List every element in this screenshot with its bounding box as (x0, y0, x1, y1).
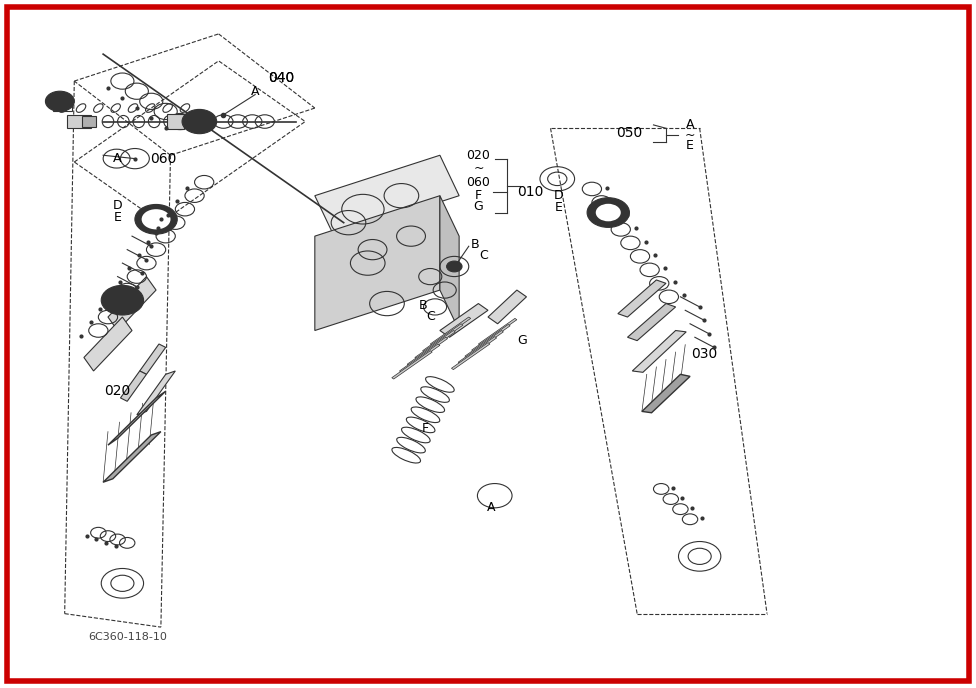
Text: G: G (473, 200, 483, 213)
Text: ~: ~ (685, 129, 695, 142)
Polygon shape (423, 324, 463, 352)
Text: 030: 030 (691, 347, 717, 361)
Text: 010: 010 (517, 185, 544, 200)
Text: G: G (517, 334, 526, 347)
Polygon shape (452, 343, 490, 369)
Text: 6C360-118-10: 6C360-118-10 (89, 632, 168, 642)
Bar (67, 116, 91, 127)
Polygon shape (137, 371, 176, 415)
Polygon shape (108, 277, 156, 330)
Text: B: B (471, 238, 480, 250)
Text: F: F (422, 422, 429, 435)
Text: E: E (113, 211, 122, 224)
Circle shape (135, 204, 178, 234)
Text: 020: 020 (104, 384, 131, 398)
Polygon shape (465, 330, 504, 358)
Circle shape (595, 204, 621, 222)
Polygon shape (478, 319, 517, 345)
Polygon shape (120, 371, 146, 401)
Text: 020: 020 (467, 149, 490, 162)
Text: F: F (474, 189, 482, 202)
Circle shape (102, 286, 143, 315)
Text: A: A (251, 85, 260, 98)
Polygon shape (642, 374, 690, 413)
Polygon shape (488, 290, 526, 324)
Bar (82, 116, 96, 127)
Circle shape (142, 209, 171, 229)
Circle shape (447, 261, 462, 272)
Text: E: E (554, 201, 562, 214)
Text: A: A (686, 118, 694, 131)
Polygon shape (440, 195, 459, 330)
Polygon shape (84, 317, 132, 371)
Polygon shape (108, 391, 166, 445)
Polygon shape (440, 303, 488, 337)
Polygon shape (407, 337, 448, 365)
Polygon shape (103, 431, 161, 482)
Bar (167, 114, 183, 129)
Polygon shape (391, 351, 432, 379)
Text: B: B (419, 299, 427, 312)
Polygon shape (415, 330, 455, 359)
Text: A: A (487, 501, 495, 514)
Polygon shape (140, 344, 166, 374)
Polygon shape (618, 280, 666, 317)
Circle shape (183, 109, 217, 133)
Circle shape (588, 197, 630, 227)
Circle shape (46, 92, 74, 111)
Text: C: C (426, 310, 434, 323)
Bar (53, 98, 72, 111)
Text: E: E (686, 139, 694, 151)
Polygon shape (628, 303, 675, 341)
Text: 040: 040 (268, 71, 295, 85)
Text: 060: 060 (467, 175, 490, 189)
Polygon shape (430, 317, 470, 345)
Text: ~: ~ (473, 162, 484, 175)
Text: 040: 040 (268, 71, 295, 85)
Text: C: C (479, 248, 488, 261)
Text: 060: 060 (150, 151, 177, 166)
Polygon shape (458, 336, 497, 363)
Polygon shape (315, 155, 459, 236)
Polygon shape (632, 330, 686, 372)
Text: A: A (113, 152, 122, 165)
Text: D: D (553, 189, 563, 202)
Text: 050: 050 (616, 126, 642, 140)
Polygon shape (471, 325, 510, 352)
Polygon shape (399, 344, 440, 372)
Text: D: D (113, 200, 122, 213)
Polygon shape (315, 195, 440, 330)
